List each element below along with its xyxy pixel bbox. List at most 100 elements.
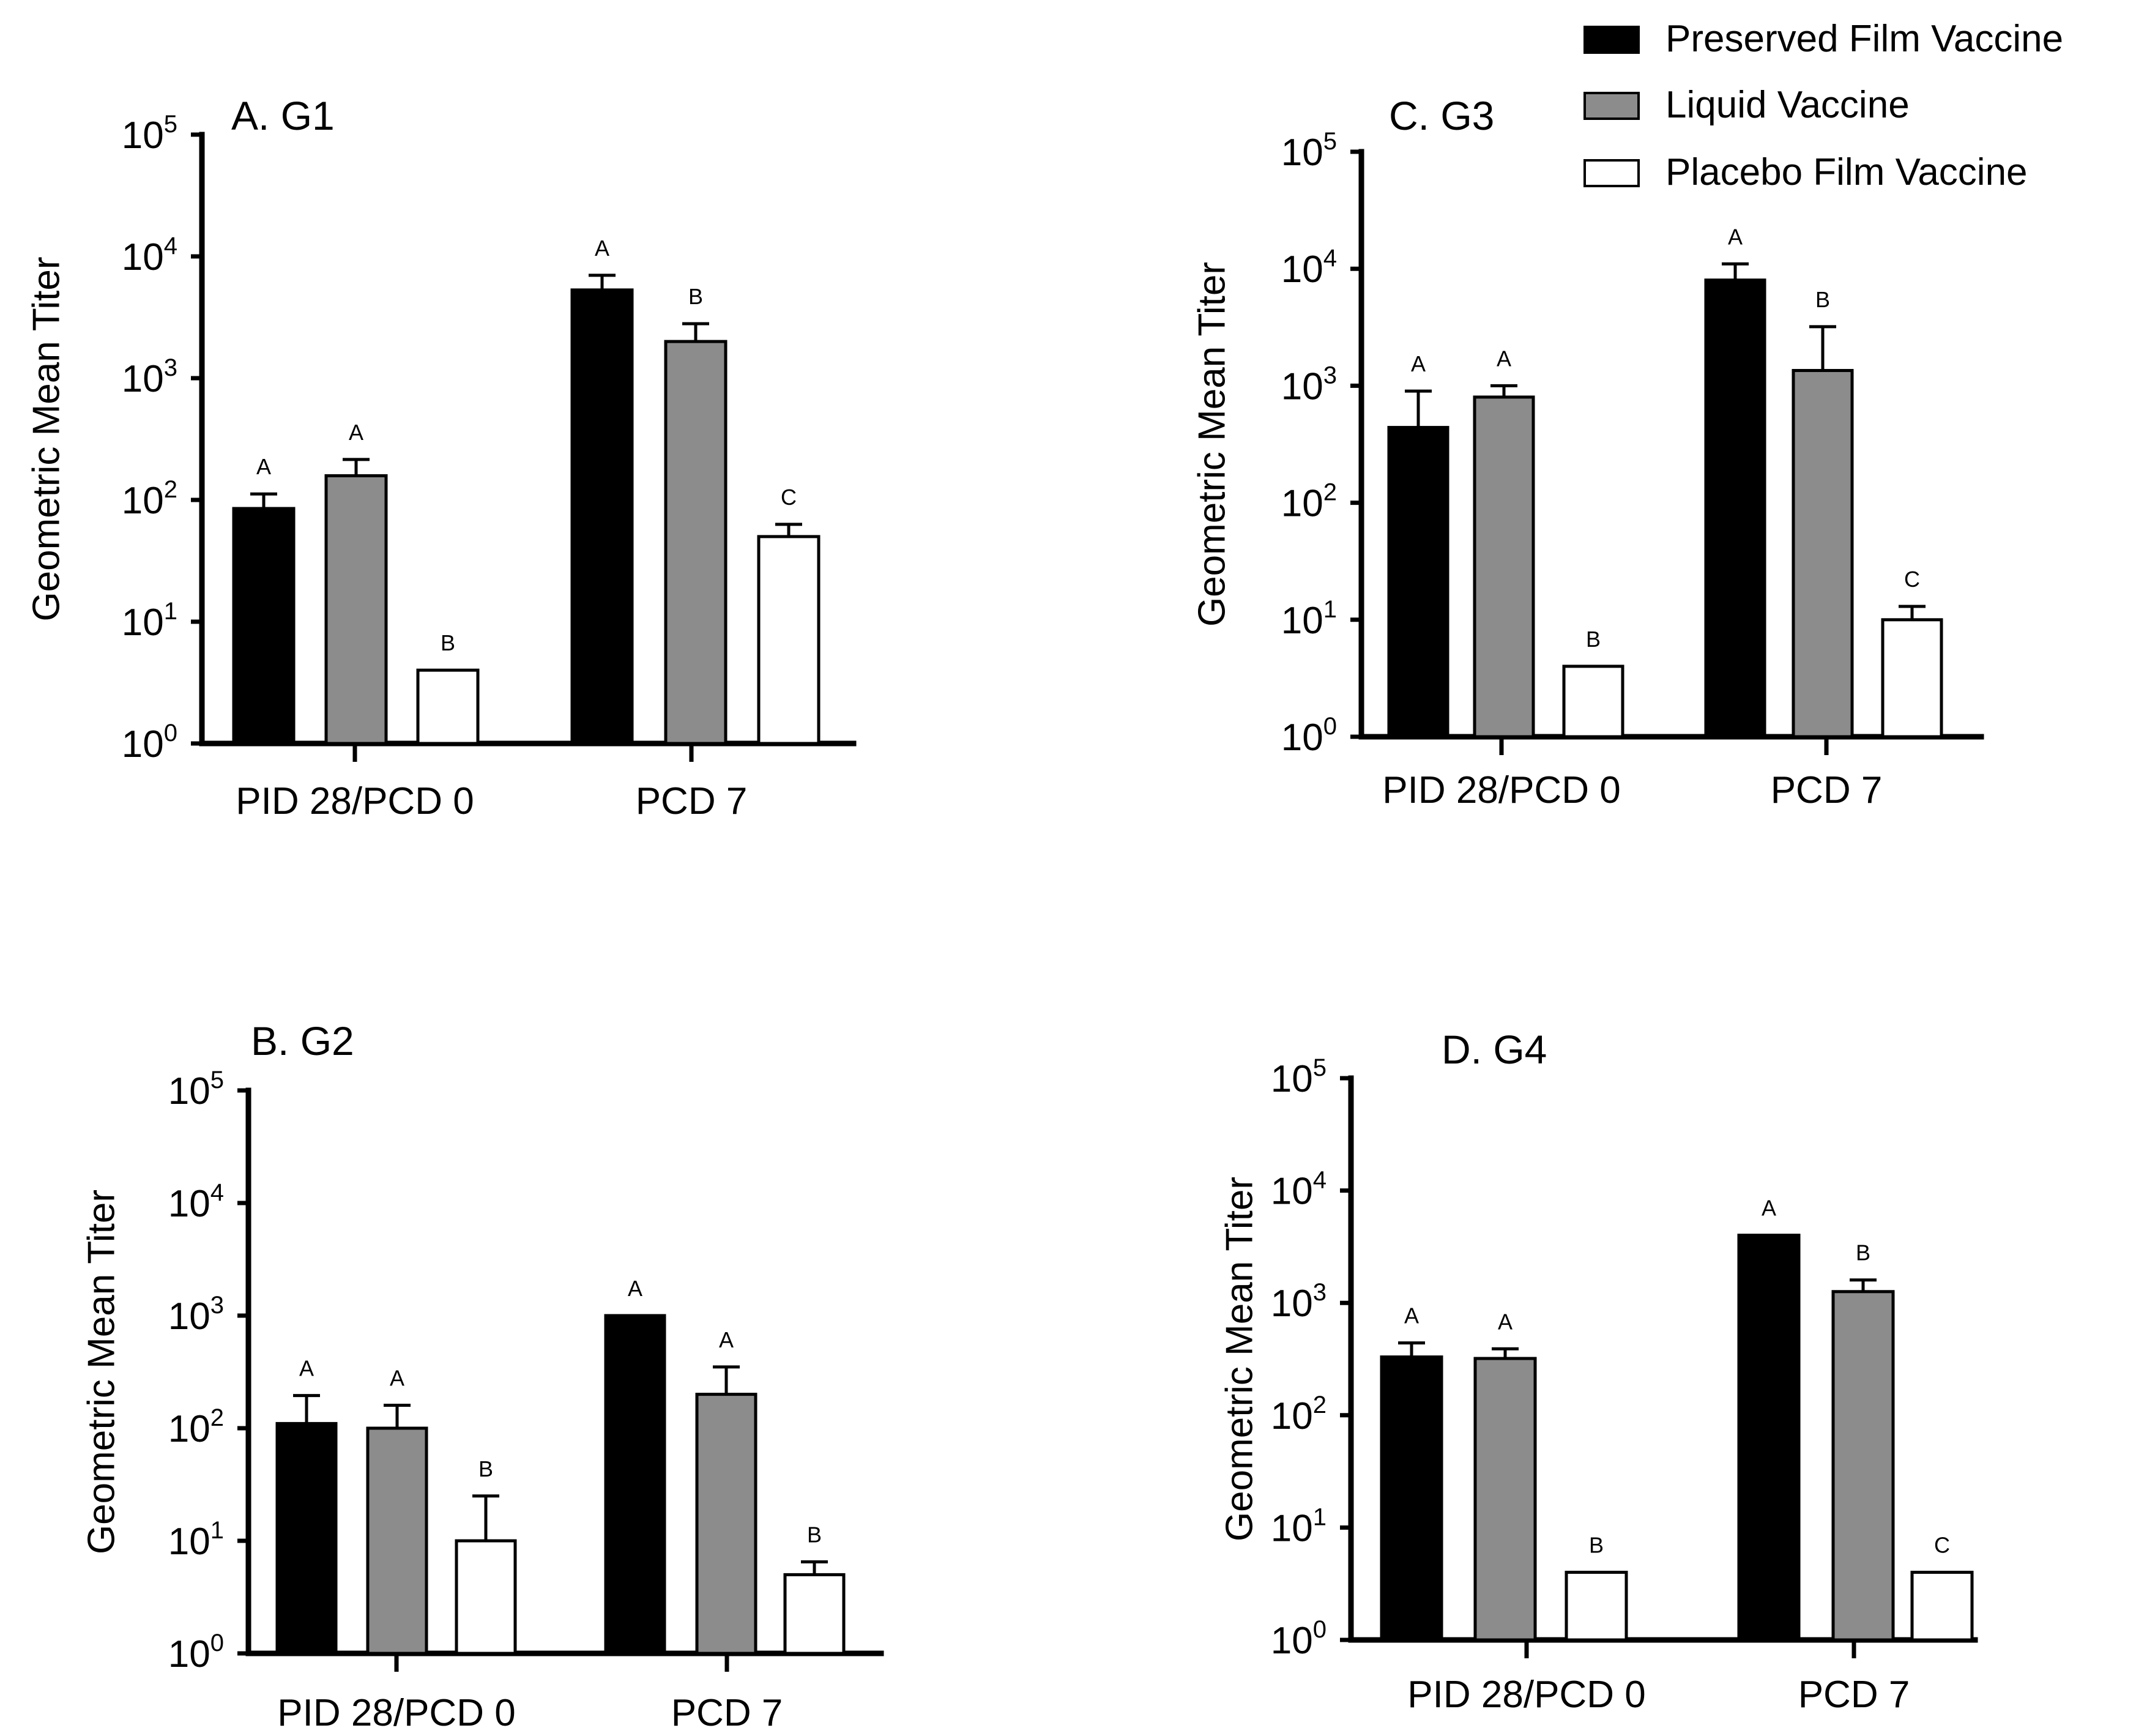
- y-tick-label: 103: [168, 1292, 224, 1338]
- y-tick-label: 101: [1271, 1503, 1327, 1549]
- panel-c: C. G3 Geometric Mean Titer 100 101 102 103 104…: [1191, 93, 1984, 811]
- legend-label-placebo: Placebo Film Vaccine: [1665, 151, 2028, 193]
- legend-label-liquid: Liquid Vaccine: [1665, 84, 1910, 126]
- x-tick-label: PCD 7: [1798, 1674, 1910, 1716]
- error-bar: [1405, 389, 1432, 428]
- panel-b: B. G2 Geometric Mean Titer 100 101 102 103 104…: [80, 1018, 884, 1734]
- significance-label: B: [1589, 1532, 1604, 1557]
- bar-preserved: [1704, 278, 1766, 739]
- bar-placebo: [416, 668, 480, 745]
- significance-label: B: [441, 630, 455, 655]
- bar-placebo: [783, 1573, 846, 1655]
- y-tick-label: 105: [1281, 128, 1337, 174]
- error-bar: [384, 1403, 411, 1428]
- significance-label: A: [628, 1276, 642, 1301]
- bar-placebo: [1562, 665, 1624, 739]
- y-tick-label: 105: [1271, 1054, 1327, 1100]
- bar-preserved: [1387, 426, 1449, 739]
- y-tick-label: 105: [122, 111, 177, 157]
- bar-preserved: [1380, 1355, 1443, 1642]
- bar-preserved: [1737, 1234, 1801, 1642]
- bar-liquid: [664, 340, 728, 745]
- significance-label: A: [1404, 1303, 1419, 1328]
- x-tick-label: PID 28/PCD 0: [236, 780, 474, 822]
- bar-liquid: [1473, 395, 1535, 739]
- bar-placebo: [455, 1539, 517, 1655]
- panels: A. G1 Geometric Mean Titer 100 101 102 103 104…: [25, 93, 1984, 1734]
- significance-label: A: [1497, 346, 1511, 371]
- legend: Preserved Film Vaccine Liquid Vaccine Pl…: [1583, 18, 2063, 193]
- bar-liquid: [366, 1426, 428, 1655]
- y-tick-label: 105: [168, 1067, 224, 1112]
- error-bar: [1398, 1341, 1425, 1357]
- x-tick-label: PCD 7: [636, 780, 748, 822]
- legend-swatch-liquid: [1583, 92, 1640, 120]
- significance-label: A: [1762, 1196, 1776, 1221]
- panel-title: D. G4: [1442, 1027, 1547, 1072]
- y-tick-label: 102: [1281, 479, 1337, 525]
- significance-label: C: [1934, 1532, 1950, 1557]
- error-bar: [1492, 1347, 1519, 1359]
- y-tick-label: 101: [168, 1517, 224, 1563]
- significance-label: B: [688, 284, 703, 309]
- error-bar: [682, 322, 709, 342]
- significance-label: A: [719, 1327, 734, 1352]
- y-tick-label: 102: [168, 1404, 224, 1450]
- y-axis-title: Geometric Mean Titer: [25, 256, 67, 621]
- y-axis-title: Geometric Mean Titer: [1191, 262, 1233, 627]
- bar-preserved: [604, 1314, 666, 1655]
- error-bar: [293, 1394, 320, 1424]
- bar-placebo: [757, 535, 821, 745]
- significance-label: B: [1856, 1240, 1870, 1265]
- y-tick-label: 100: [1271, 1616, 1327, 1662]
- error-bar: [589, 274, 616, 290]
- y-tick-label: 100: [1281, 713, 1337, 759]
- y-axis-title: Geometric Mean Titer: [1218, 1177, 1260, 1541]
- y-tick-label: 103: [1271, 1279, 1327, 1325]
- error-bar: [472, 1494, 499, 1541]
- error-bar: [1850, 1278, 1877, 1292]
- y-axis-title: Geometric Mean Titer: [80, 1190, 122, 1554]
- significance-label: A: [349, 420, 363, 445]
- y-tick-label: 101: [122, 598, 177, 644]
- x-tick-label: PCD 7: [1771, 769, 1883, 811]
- panel-d: D. G4 Geometric Mean Titer 100 101 102 103 104…: [1218, 1027, 1978, 1716]
- y-tick-label: 103: [1281, 362, 1337, 408]
- legend-swatch-preserved: [1583, 26, 1640, 54]
- significance-label: C: [1904, 567, 1920, 592]
- error-bar: [713, 1365, 740, 1395]
- bar-preserved: [275, 1421, 338, 1655]
- panel-a: A. G1 Geometric Mean Titer 100 101 102 103 104…: [25, 93, 857, 822]
- bar-liquid: [1831, 1290, 1895, 1642]
- x-tick-label: PCD 7: [671, 1692, 783, 1734]
- bar-liquid: [695, 1393, 757, 1655]
- y-tick-label: 103: [122, 354, 177, 400]
- y-tick-label: 100: [122, 720, 177, 766]
- y-tick-label: 104: [122, 233, 177, 278]
- significance-label: A: [1728, 224, 1743, 249]
- y-tick-label: 104: [168, 1179, 224, 1225]
- bar-liquid: [1792, 368, 1854, 739]
- significance-label: B: [1815, 287, 1830, 312]
- panel-title: B. G2: [251, 1018, 354, 1064]
- legend-swatch-placebo: [1583, 159, 1640, 187]
- error-bar: [775, 523, 802, 537]
- y-tick-label: 100: [168, 1630, 224, 1675]
- significance-label: B: [1586, 627, 1601, 652]
- error-bar: [1899, 605, 1926, 620]
- bar-preserved: [570, 288, 634, 745]
- bar-preserved: [232, 507, 296, 745]
- significance-label: A: [1411, 351, 1426, 376]
- error-bar: [1809, 325, 1836, 371]
- y-tick-label: 104: [1281, 245, 1337, 291]
- significance-label: A: [256, 454, 271, 479]
- bar-placebo: [1565, 1570, 1628, 1642]
- error-bar: [250, 492, 277, 509]
- bar-placebo: [1881, 618, 1943, 739]
- significance-label: A: [390, 1365, 404, 1390]
- significance-label: B: [807, 1522, 822, 1547]
- panel-title: A. G1: [231, 93, 335, 138]
- error-bar: [1722, 262, 1749, 280]
- error-bar: [801, 1560, 828, 1575]
